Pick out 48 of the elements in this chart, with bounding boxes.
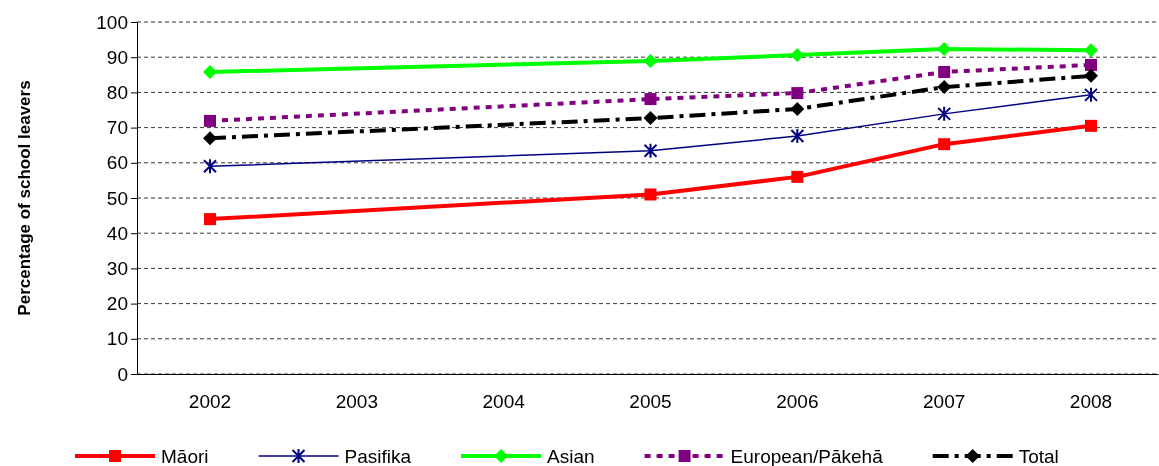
point <box>204 213 216 226</box>
point <box>938 65 951 78</box>
point <box>204 114 216 127</box>
legend-label: Pasifika <box>344 446 412 466</box>
y-tick-label: 10 <box>106 328 128 350</box>
x-tick-label: 2007 <box>923 391 966 412</box>
y-axis-title: Percentage of school leavers <box>15 80 34 316</box>
x-tick-label: 2003 <box>335 391 378 412</box>
y-tick-label: 80 <box>106 81 128 103</box>
point <box>791 170 804 183</box>
point <box>790 128 805 145</box>
y-tick-label: 30 <box>106 257 128 279</box>
point <box>203 131 217 146</box>
point <box>790 48 805 63</box>
point <box>643 111 658 126</box>
point <box>938 138 951 151</box>
y-tick-label: 40 <box>106 222 128 244</box>
x-tick-label: 2002 <box>188 391 232 412</box>
x-tick-label: 2004 <box>482 391 526 412</box>
legend-label: Māori <box>161 446 209 466</box>
x-tick-label: 2008 <box>1069 391 1113 412</box>
y-tick-label: 60 <box>106 152 128 174</box>
y-tick-label: 50 <box>106 187 128 209</box>
point <box>1084 86 1098 103</box>
point <box>937 105 952 122</box>
point <box>644 188 657 201</box>
legend-label: Total <box>1018 446 1059 466</box>
point <box>643 142 658 159</box>
point <box>791 87 804 100</box>
point <box>644 93 657 106</box>
point <box>790 101 805 116</box>
point <box>203 158 217 175</box>
x-tick-label: 2006 <box>776 391 819 412</box>
point <box>1084 43 1098 58</box>
point <box>1084 68 1098 83</box>
point <box>203 64 217 79</box>
x-tick-label: 2005 <box>629 391 672 412</box>
point <box>937 80 952 95</box>
point <box>1085 58 1097 71</box>
y-tick-label: 100 <box>96 11 128 33</box>
y-tick-label: 70 <box>106 117 128 139</box>
y-tick-label: 90 <box>106 46 128 68</box>
point <box>937 42 952 57</box>
point <box>643 54 658 69</box>
y-tick-label: 20 <box>106 293 128 315</box>
y-tick-label: 0 <box>117 363 128 385</box>
point <box>1085 119 1097 132</box>
legend-label: Asian <box>547 446 595 466</box>
